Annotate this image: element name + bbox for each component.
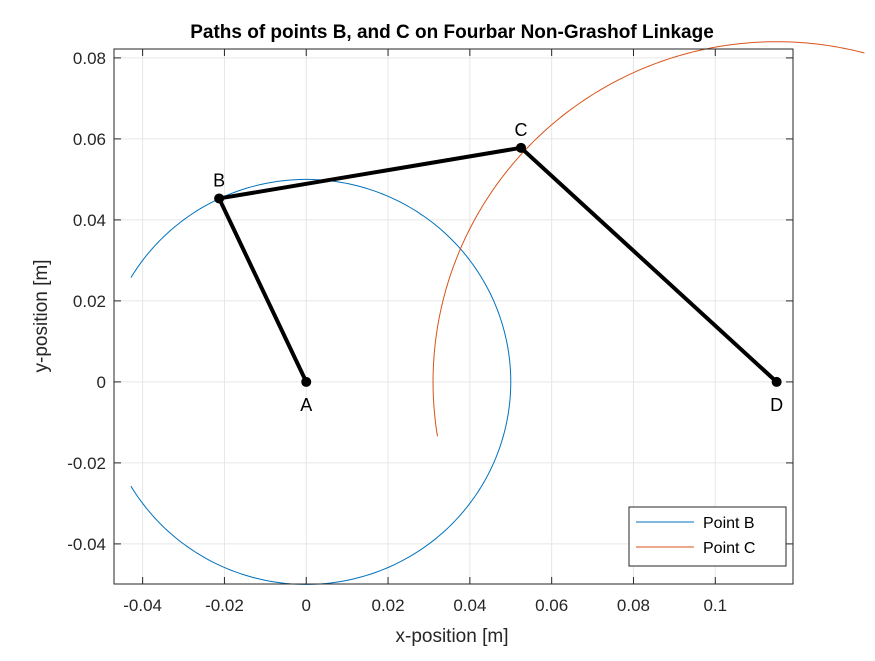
x-tick-label: -0.02 xyxy=(205,596,244,615)
link-bc xyxy=(217,145,523,201)
joint-d xyxy=(771,376,782,387)
joint-a xyxy=(301,376,312,387)
x-tick-label: 0 xyxy=(302,596,311,615)
x-tick-label: 0.08 xyxy=(617,596,650,615)
series-path-point-b xyxy=(130,178,512,585)
y-tick-label: 0.06 xyxy=(73,130,106,149)
legend-box xyxy=(628,506,787,567)
joint-b xyxy=(214,193,225,204)
joint-label-c: C xyxy=(514,120,527,140)
link-ab xyxy=(217,196,309,384)
y-axis: -0.04 -0.02 0 0.02 0.04 0.06 0.08 xyxy=(67,49,793,554)
y-axis-label: y-position [m] xyxy=(31,260,52,373)
legend-label-point-b: Point B xyxy=(703,515,755,532)
plot-area xyxy=(114,49,793,584)
x-tick-label: 0.04 xyxy=(453,596,486,615)
y-tick-label: 0.08 xyxy=(73,49,106,68)
x-axis-label: x-position [m] xyxy=(396,626,509,647)
plot-box xyxy=(113,48,794,585)
x-tick-label: 0.1 xyxy=(703,596,727,615)
series-path-point-c xyxy=(432,41,865,437)
x-axis: -0.04 -0.02 0 0.02 0.04 0.06 0.08 0.1 xyxy=(123,49,727,615)
series-layer xyxy=(130,41,865,585)
joint-label-a: A xyxy=(300,395,312,415)
chart-title: Paths of points B, and C on Fourbar Non-… xyxy=(190,22,714,43)
link-cd xyxy=(518,145,779,384)
y-tick-label: 0.04 xyxy=(73,211,106,230)
joint-label-b: B xyxy=(213,170,225,190)
y-tick-label: 0 xyxy=(97,373,106,392)
y-tick-label: -0.02 xyxy=(67,454,106,473)
y-tick-label: 0.02 xyxy=(73,292,106,311)
grid xyxy=(114,49,793,584)
legend: Point B Point C xyxy=(628,506,787,567)
x-tick-label: 0.06 xyxy=(535,596,568,615)
y-tick-label: -0.04 xyxy=(67,535,106,554)
x-tick-label: 0.02 xyxy=(372,596,405,615)
x-tick-label: -0.04 xyxy=(123,596,162,615)
joint-label-d: D xyxy=(770,395,783,415)
linkage: A B C D xyxy=(213,120,783,415)
joint-c xyxy=(515,142,526,153)
legend-label-point-c: Point C xyxy=(703,540,755,557)
